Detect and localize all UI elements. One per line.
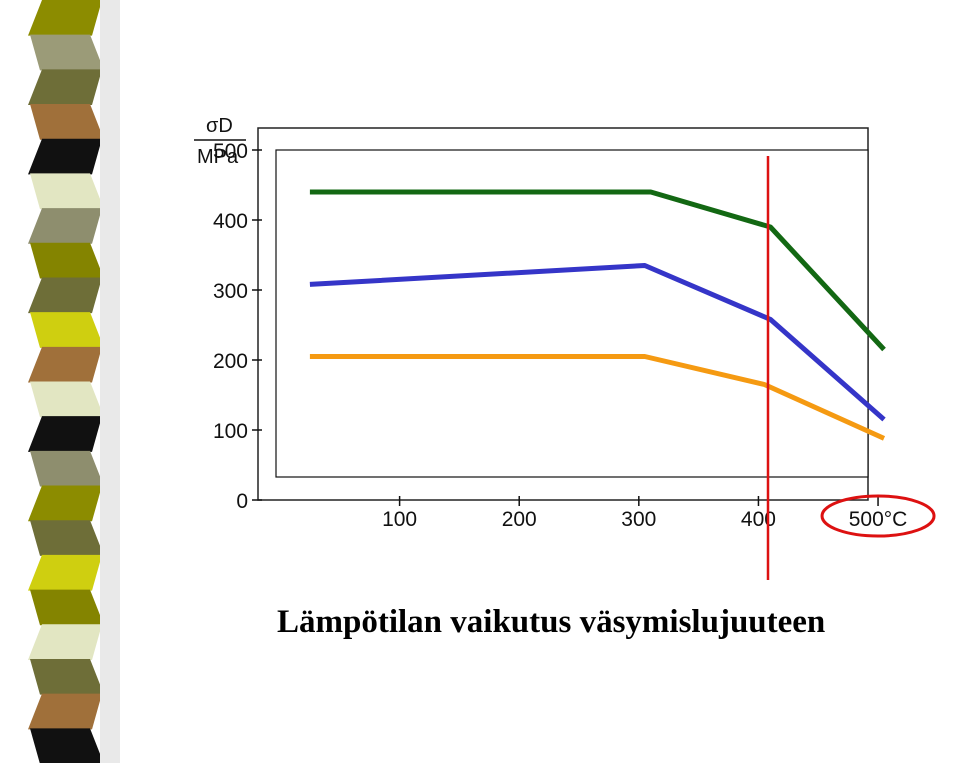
stripe-segment [30,173,104,210]
stripe-shadow [100,0,120,763]
y-tick-label: 300 [213,280,248,303]
y-tick-label: 200 [213,350,248,373]
y-tick-label: 500 [213,140,248,163]
series-lines [309,189,886,441]
annotations [766,156,936,580]
y-axis-symbol: σD [206,115,233,137]
stripe-segment [30,728,104,763]
stripe-segment [28,277,102,314]
x-tick-label: 200 [502,508,537,531]
stripe-segment [28,138,102,175]
decorative-stripe [28,0,120,763]
stripe-segment [28,69,102,106]
inner-plot-panel [275,149,869,478]
stripe-segment [30,450,104,487]
stripe-segment [28,0,102,36]
stripe-segment [30,34,104,71]
stripe-segment [28,416,102,452]
y-tick-label: 400 [213,210,248,233]
stripe-segment [28,485,102,522]
stripe-segment [28,208,102,244]
stripe-segment [30,381,104,418]
stripe-segment [28,346,102,383]
stripe-segment [28,693,102,730]
stripe-segment [30,520,104,556]
x-tick-label: 100 [382,508,417,531]
stripe-segment [28,624,102,660]
stripe-segment [28,554,102,591]
stripe-segment [30,589,104,626]
x-tick-label: 500°C [849,508,908,531]
stripe-segment [30,104,104,140]
y-axis-unit: MPa [197,146,239,168]
stripe-segment [30,242,104,279]
y-axis-title: σD MPa [194,115,246,168]
series-line [309,354,886,441]
x-tick-label: 300 [621,508,656,531]
stripe-segment [30,312,104,348]
series-line [309,263,886,422]
plot-frame [257,127,869,501]
x-tick-label: 400 [741,508,776,531]
y-tick-label: 100 [213,420,248,443]
highlight-circle [820,494,936,538]
slide-title: Lämpötilan vaikutus väsymislujuuteen [277,604,826,640]
stripe-segment [30,658,104,695]
y-tick-label: 0 [236,490,248,513]
series-line [309,189,886,352]
